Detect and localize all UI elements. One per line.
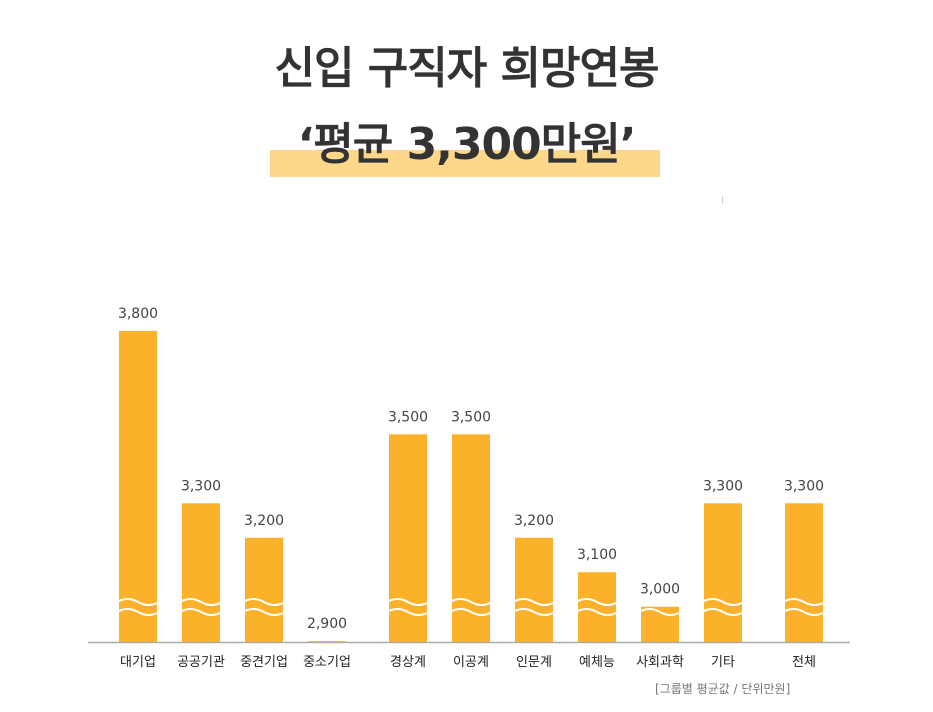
bar-value-label: 3,500 [388, 409, 428, 425]
axis-break-wave [179, 598, 223, 606]
bar-value-label: 3,300 [784, 478, 824, 494]
chart-title-line2: ‘평균 3,300만원’ [297, 119, 637, 170]
category-label: 기타 [711, 655, 735, 670]
bar-value-label: 3,300 [703, 478, 743, 494]
bar-value-label: 3,100 [577, 547, 617, 563]
axis-break-layer [116, 598, 826, 616]
axis-break-wave [782, 608, 826, 616]
bar-경상계 [389, 434, 427, 642]
category-label: 이공계 [453, 655, 489, 670]
axis-break-wave [305, 598, 349, 606]
category-label: 전체 [792, 655, 816, 670]
bar-value-label: 3,800 [118, 306, 158, 322]
axis-break-wave [305, 608, 349, 616]
axis-break-wave [512, 608, 556, 616]
axis-break-wave [701, 598, 745, 606]
bar-value-label: 3,200 [244, 513, 284, 529]
category-label: 사회과학 [636, 655, 684, 670]
axis-break-wave [116, 598, 160, 606]
unit-note: [그룹별 평균값 / 단위만원] [655, 682, 791, 696]
axis-break-wave [386, 598, 430, 606]
axis-break-wave [116, 608, 160, 616]
bar-value-label: 3,000 [640, 582, 680, 598]
axis-break-wave [575, 608, 619, 616]
chart-title-line2-wrap: ‘평균 3,300만원’ [0, 108, 933, 172]
category-label: 중소기업 [303, 655, 351, 670]
bar-value-label: 3,300 [181, 478, 221, 494]
category-label: 경상계 [390, 655, 426, 670]
decorative-tick [722, 196, 723, 204]
axis-break-wave [782, 598, 826, 606]
category-label: 예체능 [579, 655, 615, 670]
bar-공공기관 [182, 503, 220, 642]
category-label: 중견기업 [240, 655, 288, 670]
bars-layer [119, 330, 823, 642]
category-labels-layer: 대기업 공공기관 중견기업 중소기업 경상계 이공계 인문계 예체능 사회과학 기타 전체 [120, 655, 816, 670]
bar-기타 [704, 503, 742, 642]
bar-value-label: 2,900 [307, 616, 347, 632]
bar-대기업 [119, 330, 157, 642]
axis-break-wave [638, 608, 682, 616]
bar-value-label: 3,500 [451, 409, 491, 425]
bar-이공계 [452, 434, 490, 642]
title-highlight [270, 150, 660, 177]
axis-break-wave [449, 608, 493, 616]
axis-break-wave [242, 608, 286, 616]
chart-title-line1: 신입 구직자 희망연봉 [274, 43, 660, 94]
value-labels-layer: 3,800 3,300 3,200 2,900 3,500 3,500 3,200 3,100… [118, 306, 824, 632]
bar-중소기업 [308, 641, 346, 642]
axis-break-wave [512, 598, 556, 606]
axis-break-wave [242, 598, 286, 606]
axis-break-wave [575, 598, 619, 606]
category-label: 인문계 [516, 655, 552, 670]
bar-전체 [785, 503, 823, 642]
axis-break-wave [449, 598, 493, 606]
axis-break-wave [638, 598, 682, 606]
bar-중견기업 [245, 537, 283, 642]
axis-break-wave [179, 608, 223, 616]
axis-break-wave [386, 608, 430, 616]
axis-break-wave [701, 608, 745, 616]
category-label: 공공기관 [177, 655, 225, 670]
bar-value-label: 3,200 [514, 513, 554, 529]
bar-인문계 [515, 537, 553, 642]
bar-예체능 [578, 572, 616, 642]
category-label: 대기업 [120, 655, 156, 670]
